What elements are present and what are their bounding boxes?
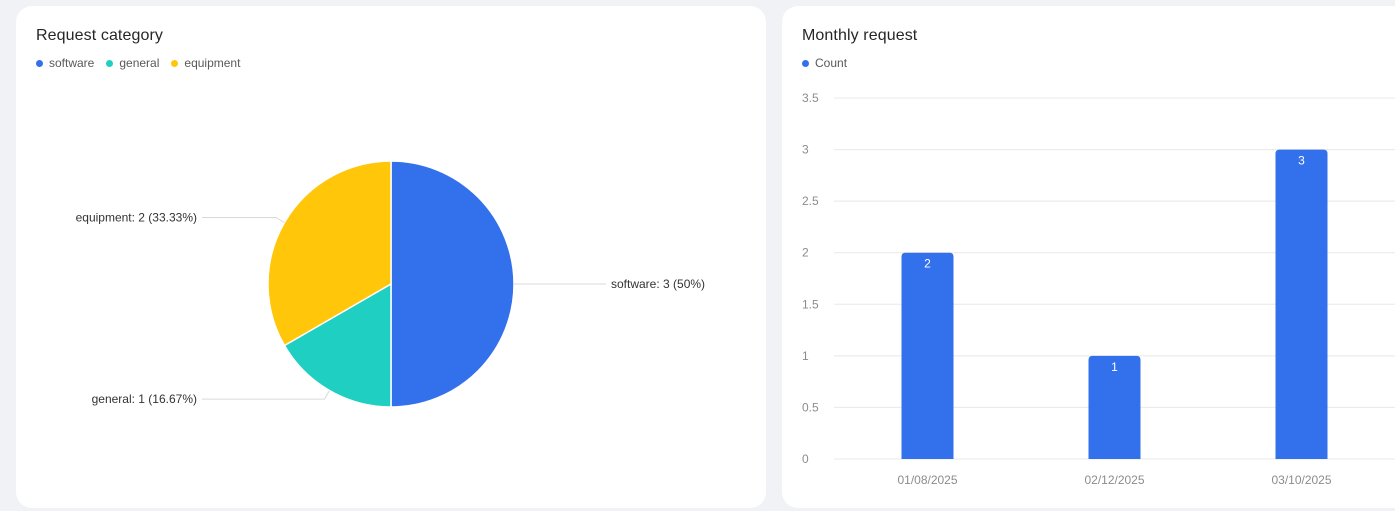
legend-item-general[interactable]: general (106, 56, 159, 70)
pie-leader-line-equipment (202, 217, 285, 223)
bar-2[interactable] (1275, 149, 1328, 460)
bar-1[interactable] (1088, 355, 1141, 459)
legend-label-general: general (119, 56, 160, 70)
y-tick-label-7: 3.5 (802, 91, 819, 105)
pie-label-software: software: 3 (50%) (611, 277, 705, 291)
legend-label-equipment: equipment (184, 56, 241, 70)
pie-label-general: general: 1 (16.67%) (92, 392, 197, 406)
pie-slice-equipment[interactable] (267, 160, 392, 347)
request-category-title: Request category (36, 27, 164, 44)
y-tick-label-1: 0.5 (802, 400, 819, 414)
request-category-legend: software general equipment (36, 56, 252, 70)
pie-label-equipment: equipment: 2 (33.33%) (76, 211, 197, 225)
x-tick-label-2: 03/10/2025 (1271, 473, 1331, 487)
x-tick-label-0: 01/08/2025 (897, 473, 957, 487)
legend-dot-general (106, 59, 114, 67)
legend-item-count[interactable]: Count (802, 56, 847, 70)
bar-value-label-0: 2 (924, 257, 931, 271)
legend-item-equipment[interactable]: equipment (171, 56, 240, 70)
bar-0[interactable] (901, 252, 954, 459)
bar-value-label-2: 3 (1298, 154, 1305, 168)
legend-label-software: software (49, 56, 95, 70)
y-tick-label-2: 1 (802, 349, 809, 363)
request-category-card: Request category software general equipm… (16, 6, 766, 508)
monthly-request-card: Monthly request Count 0 0.5 1 1.5 2 2.5 3 3.5 2 0… (782, 6, 1395, 508)
bar-value-label-1: 1 (1111, 360, 1118, 374)
y-tick-label-0: 0 (802, 452, 809, 466)
pie-slice-software[interactable] (390, 160, 515, 408)
legend-label-count: Count (815, 56, 848, 70)
monthly-request-bar-chart: 0 0.5 1 1.5 2 2.5 3 3.5 2 01/08/2025 1 02/12/2025 3 0… (802, 91, 1395, 487)
y-tick-label-6: 3 (802, 143, 809, 157)
request-category-pie-chart: software: 3 (50%) general: 1 (16.67%) equi… (76, 160, 705, 408)
legend-item-software[interactable]: software (36, 56, 94, 70)
legend-dot-software (36, 59, 43, 67)
legend-dot-equipment (171, 59, 179, 67)
y-tick-label-3: 1.5 (802, 297, 819, 311)
pie-slice-general[interactable] (283, 282, 392, 408)
monthly-request-legend: Count (802, 56, 859, 70)
y-tick-label-4: 2 (802, 246, 809, 260)
y-tick-label-5: 2.5 (802, 194, 819, 208)
pie-leader-line-general (202, 390, 330, 400)
x-tick-label-1: 02/12/2025 (1084, 473, 1144, 487)
legend-dot-count (802, 59, 809, 67)
monthly-request-title: Monthly request (802, 27, 918, 44)
